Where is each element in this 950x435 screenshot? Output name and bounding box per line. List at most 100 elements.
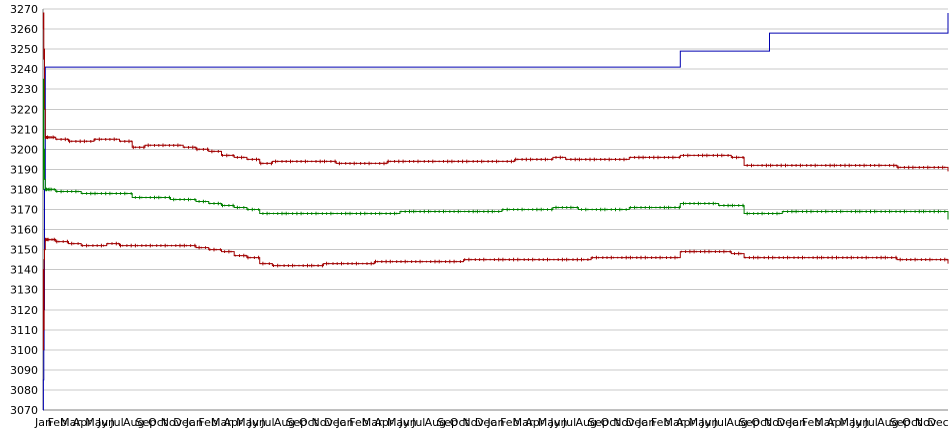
y-tick-label: 3260 [10, 23, 38, 36]
x-tick-label: Jan [487, 416, 505, 429]
x-tick-label: Mar [814, 416, 835, 429]
x-tick-label: May [538, 416, 561, 429]
series-lines [42, 12, 949, 411]
x-tick-label: Apr [374, 416, 394, 429]
x-tick-label: May [839, 416, 862, 429]
x-tick-label: Jun [549, 416, 567, 429]
x-tick-label: Oct [751, 416, 771, 429]
x-tick-label: Jul [864, 416, 878, 429]
x-tick-label: Dec [324, 416, 345, 429]
x-tick-label: Jun [700, 416, 718, 429]
x-tick-label: Jul [713, 416, 727, 429]
x-tick-label: Dec [475, 416, 496, 429]
x-tick-label: Mar [211, 416, 232, 429]
x-tick-label: Mar [362, 416, 383, 429]
x-tick-label: May [689, 416, 712, 429]
x-tick-label: Jul [562, 416, 576, 429]
x-tick-label: Feb [802, 416, 821, 429]
x-tick-label: Oct [299, 416, 319, 429]
x-tick-label: Dec [927, 416, 948, 429]
x-tick-label: Jan [336, 416, 354, 429]
x-tick-label: Aug [425, 416, 446, 429]
x-tick-label: May [236, 416, 259, 429]
series-line-4 [42, 239, 949, 351]
x-tick-label: Sep [286, 416, 307, 429]
x-tick-label: Jul [109, 416, 123, 429]
x-tick-label: Jan [34, 416, 52, 429]
x-tick-label: Feb [500, 416, 519, 429]
x-tick-label: Jul [260, 416, 274, 429]
x-tick-label: Apr [73, 416, 93, 429]
x-tick-label: Sep [136, 416, 157, 429]
y-tick-label: 3210 [10, 123, 38, 136]
x-tick-label: Apr [827, 416, 847, 429]
x-tick-label: Mar [663, 416, 684, 429]
y-tick-label: 3180 [10, 183, 38, 196]
x-tick-label: Oct [148, 416, 168, 429]
y-tick-label: 3170 [10, 204, 38, 217]
gridlines [43, 8, 948, 411]
y-tick-label: 3250 [10, 43, 38, 56]
x-tick-label: Apr [224, 416, 244, 429]
y-tick-label: 3100 [10, 344, 38, 357]
x-tick-label: Nov [462, 416, 484, 429]
y-tick-label: 3230 [10, 83, 38, 96]
x-tick-label: Jan [788, 416, 806, 429]
x-tick-label: Dec [173, 416, 194, 429]
x-tick-label: Oct [450, 416, 470, 429]
y-tick-label: 3150 [10, 244, 38, 257]
x-tick-label: Dec [777, 416, 798, 429]
x-tick-label: Sep [588, 416, 609, 429]
x-tick-label: Jul [411, 416, 425, 429]
y-tick-label: 3190 [10, 163, 38, 176]
y-tick-label: 3110 [10, 324, 38, 337]
x-tick-label: Jun [399, 416, 417, 429]
y-tick-label: 3240 [10, 63, 38, 76]
x-tick-label: Nov [312, 416, 334, 429]
x-tick-label: Oct [902, 416, 922, 429]
x-tick-label: Mar [60, 416, 81, 429]
x-tick-label: Aug [726, 416, 747, 429]
x-tick-label: Nov [161, 416, 183, 429]
x-tick-label: Jun [97, 416, 115, 429]
x-tick-label: Nov [915, 416, 937, 429]
x-tick-label: Apr [676, 416, 696, 429]
x-tick-label: Sep [437, 416, 458, 429]
x-tick-label: Aug [575, 416, 596, 429]
x-tick-label: Jun [851, 416, 869, 429]
series-line-2 [42, 12, 949, 172]
x-tick-label: Sep [739, 416, 760, 429]
x-tick-label: Nov [613, 416, 635, 429]
y-tick-label: 3140 [10, 264, 38, 277]
series-line-1 [42, 13, 949, 411]
x-tick-label: Feb [651, 416, 670, 429]
x-tick-label: Feb [198, 416, 217, 429]
x-tick-label: Aug [274, 416, 295, 429]
x-tick-label: Feb [48, 416, 67, 429]
series-noise-2 [44, 135, 946, 170]
y-tick-label: 3220 [10, 103, 38, 116]
y-tick-label: 3120 [10, 304, 38, 317]
x-tick-label: Mar [513, 416, 534, 429]
y-tick-label: 3090 [10, 364, 38, 377]
x-tick-label: Sep [890, 416, 911, 429]
x-tick-label: Oct [601, 416, 621, 429]
series-noise-4 [44, 237, 948, 268]
y-axis: 3070 3080 3090 3100 3110 3120 3130 3140 3150 3160… [10, 3, 44, 417]
y-tick-label: 3200 [10, 143, 38, 156]
x-tick-label: Feb [349, 416, 368, 429]
x-tick-label: Nov [764, 416, 786, 429]
y-tick-label: 3270 [10, 3, 38, 16]
x-tick-label: Apr [525, 416, 545, 429]
y-tick-label: 3160 [10, 224, 38, 237]
x-tick-label: May [387, 416, 410, 429]
y-tick-label: 3130 [10, 284, 38, 297]
x-tick-label: Aug [123, 416, 144, 429]
x-tick-label: Jun [248, 416, 266, 429]
x-tick-label: May [85, 416, 108, 429]
x-tick-label: Jan [185, 416, 203, 429]
x-tick-label: Jan [637, 416, 655, 429]
